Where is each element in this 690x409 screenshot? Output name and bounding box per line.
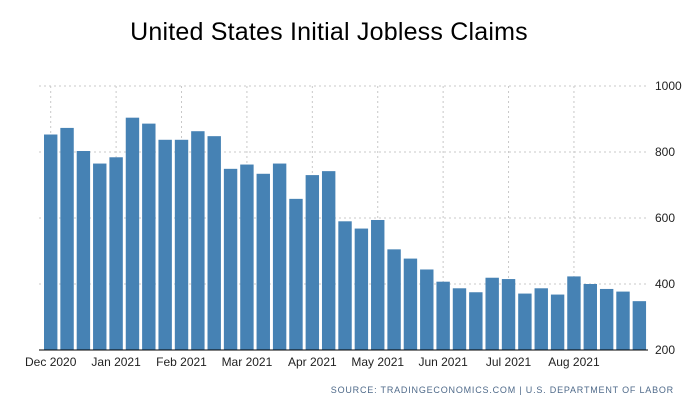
y-tick-label: 1000	[655, 79, 682, 93]
bar	[371, 219, 385, 350]
x-tick-label: Jul 2021	[486, 355, 532, 369]
bar	[599, 288, 614, 350]
x-tick-label: Mar 2021	[222, 355, 273, 369]
bar	[387, 249, 401, 350]
bar	[305, 175, 320, 350]
chart-title: United States Initial Jobless Claims	[130, 18, 528, 46]
bar	[354, 228, 369, 350]
bar	[223, 168, 238, 350]
bar	[420, 269, 434, 350]
bar	[207, 136, 221, 350]
source-note: SOURCE: TRADINGECONOMICS.COM | U.S. DEPA…	[330, 385, 674, 395]
bar	[289, 198, 303, 350]
bar	[44, 134, 58, 350]
y-tick-label: 400	[655, 277, 675, 291]
bar	[272, 163, 287, 350]
bar	[534, 288, 548, 350]
bar	[469, 292, 483, 350]
x-tick-label: Apr 2021	[288, 355, 337, 369]
bar	[403, 258, 418, 350]
y-tick-labels: 200 400 600 800 1000	[655, 79, 682, 357]
bar	[174, 139, 189, 350]
bar	[109, 157, 123, 350]
bar	[256, 173, 270, 350]
bar	[485, 277, 499, 350]
bar	[632, 301, 647, 350]
x-tick-label: May 2021	[351, 355, 404, 369]
bar	[583, 284, 598, 350]
bar	[616, 291, 630, 350]
x-tick-label: Jun 2021	[418, 355, 468, 369]
bar	[240, 164, 254, 350]
bar	[93, 163, 107, 350]
bar	[60, 127, 74, 350]
bar	[158, 139, 172, 350]
x-tick-label: Jan 2021	[91, 355, 141, 369]
bar	[452, 288, 467, 350]
bar	[338, 221, 352, 350]
bar	[501, 279, 516, 350]
x-tick-labels: Dec 2020 Jan 2021 Feb 2021 Mar 2021 Apr 2021…	[25, 355, 600, 369]
bar	[321, 171, 336, 350]
bar	[567, 276, 581, 350]
bars	[44, 117, 647, 351]
y-tick-label: 200	[655, 343, 675, 357]
bar	[76, 151, 91, 350]
x-tick-label: Feb 2021	[156, 355, 207, 369]
bar	[125, 117, 140, 351]
x-tick-label: Dec 2020	[25, 355, 77, 369]
bar	[191, 131, 205, 350]
y-tick-label: 600	[655, 211, 675, 225]
x-tick-label: Aug 2021	[548, 355, 600, 369]
bar	[436, 281, 450, 350]
bar	[550, 294, 565, 350]
bar	[518, 293, 532, 350]
bar	[142, 123, 156, 351]
y-tick-label: 800	[655, 145, 675, 159]
